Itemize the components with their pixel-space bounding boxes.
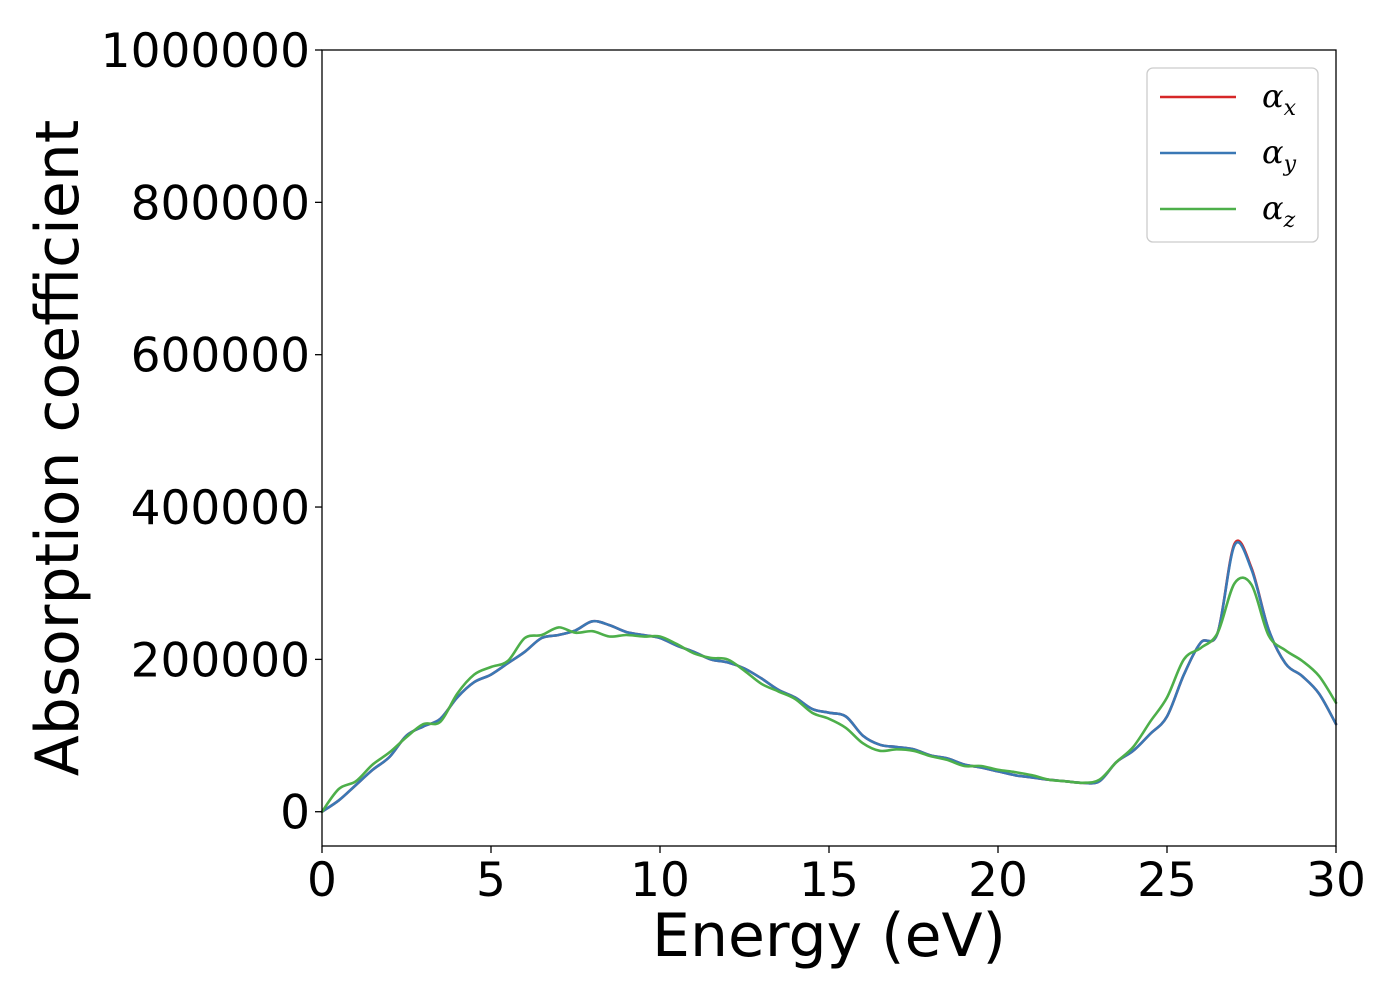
y-axis-label: Absorption coefficient	[23, 120, 93, 777]
x-tick-label: 5	[476, 853, 506, 908]
x-tick-label: 15	[799, 853, 859, 908]
x-tick-label: 0	[307, 853, 337, 908]
x-tick-label: 30	[1306, 853, 1366, 908]
y-axis: 0 200000 400000 600000 800000 1000000	[101, 24, 322, 841]
legend-box	[1146, 67, 1319, 243]
y-tick-label: 800000	[131, 176, 310, 231]
series-line-z	[320, 576, 1338, 813]
x-axis: 0 5 10 15 20 25 30	[307, 846, 1366, 908]
y-tick-label: 400000	[131, 481, 310, 536]
series-line-y	[320, 541, 1338, 813]
y-tick-label: 0	[280, 786, 310, 841]
y-tick-label: 1000000	[101, 24, 310, 79]
x-tick-label: 25	[1137, 853, 1197, 908]
y-tick-label: 600000	[131, 329, 310, 384]
x-tick-label: 10	[630, 853, 690, 908]
x-tick-label: 20	[968, 853, 1028, 908]
x-axis-label: Energy (eV)	[652, 901, 1006, 971]
series-layer	[320, 539, 1338, 813]
y-tick-label: 200000	[131, 633, 310, 688]
